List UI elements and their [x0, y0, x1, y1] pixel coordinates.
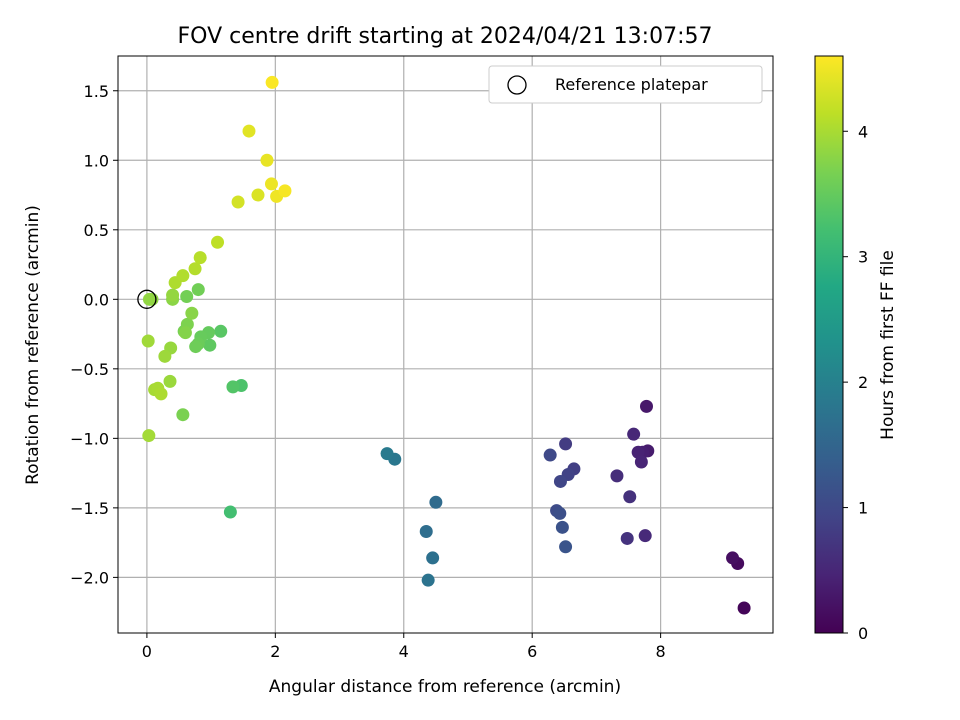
colorbar	[814, 55, 844, 634]
data-point	[180, 290, 194, 304]
data-point	[185, 306, 199, 320]
data-point	[154, 387, 168, 401]
data-point	[726, 551, 740, 565]
legend-box	[488, 65, 763, 104]
data-point	[610, 469, 624, 483]
legend-reference-marker	[507, 75, 527, 95]
y-tick-label: −0.5	[70, 360, 109, 379]
y-axis-ticks: 1.5 1.0 0.5 0.0 −0.5 −1.0 −1.5 −2.0	[70, 82, 118, 587]
data-point	[623, 490, 637, 504]
data-point	[142, 429, 156, 443]
y-axis-label: Rotation from reference (arcmin)	[23, 205, 43, 485]
y-tick-label: −2.0	[70, 568, 109, 587]
data-points	[141, 75, 751, 615]
data-point	[193, 251, 207, 265]
data-point	[191, 283, 205, 297]
data-point	[226, 380, 240, 394]
data-point	[231, 195, 245, 209]
data-point	[429, 495, 443, 509]
chart-title: FOV centre drift starting at 2024/04/21 …	[178, 24, 713, 49]
data-point	[163, 374, 177, 388]
y-tick-label: 0.5	[84, 221, 109, 240]
data-point	[141, 334, 155, 348]
data-point	[142, 292, 156, 306]
data-point	[242, 124, 256, 138]
data-point	[189, 340, 203, 354]
data-point	[559, 540, 573, 554]
data-point	[553, 474, 567, 488]
data-point	[203, 338, 217, 352]
y-tick-label: −1.5	[70, 499, 109, 518]
y-tick-label: 1.5	[84, 82, 109, 101]
data-point	[223, 505, 237, 519]
data-point	[188, 262, 202, 276]
x-tick-label: 2	[270, 642, 280, 661]
data-point	[176, 408, 190, 422]
data-point	[639, 399, 653, 413]
data-point	[634, 455, 648, 469]
x-tick-label: 8	[656, 642, 666, 661]
y-tick-label: 0.0	[84, 290, 109, 309]
data-point	[426, 551, 440, 565]
data-point	[421, 573, 435, 587]
x-axis-ticks: 0 2 4 6 8	[142, 633, 666, 661]
data-point	[419, 525, 433, 539]
data-point	[176, 269, 190, 283]
colorbar-tick-label: 1	[858, 499, 868, 518]
colorbar-ticks: 0 1 2 3 4	[843, 122, 868, 643]
data-point	[620, 531, 634, 545]
x-tick-label: 4	[399, 642, 409, 661]
data-point	[737, 601, 751, 615]
colorbar-label: Hours from first FF file	[878, 250, 898, 440]
data-point	[265, 75, 279, 89]
data-point	[260, 153, 274, 167]
legend-label: Reference platepar	[555, 75, 708, 94]
x-tick-label: 0	[142, 642, 152, 661]
data-point	[555, 520, 569, 534]
colorbar-tick-label: 3	[858, 248, 868, 267]
colorbar-tick-label: 4	[858, 122, 868, 141]
y-tick-label: −1.0	[70, 429, 109, 448]
data-point	[211, 235, 225, 249]
x-tick-label: 6	[527, 642, 537, 661]
data-point	[559, 437, 573, 451]
data-point	[214, 324, 228, 338]
data-point	[627, 427, 641, 441]
reference-marker-layer	[137, 289, 157, 309]
data-point	[158, 349, 172, 363]
data-point	[543, 448, 557, 462]
colorbar-tick-label: 2	[858, 373, 868, 392]
data-point	[278, 184, 292, 198]
data-point	[553, 506, 567, 520]
legend: Reference platepar	[488, 65, 763, 104]
data-point	[166, 288, 180, 302]
x-axis-label: Angular distance from reference (arcmin)	[269, 677, 621, 697]
data-point	[251, 188, 265, 202]
reference-platepar-marker	[137, 289, 157, 309]
colorbar-tick-label: 0	[858, 624, 868, 643]
data-point	[178, 326, 192, 340]
y-tick-label: 1.0	[84, 151, 109, 170]
data-point	[380, 447, 394, 461]
data-point	[264, 177, 278, 191]
plot-frame	[117, 55, 774, 634]
data-point	[638, 529, 652, 543]
